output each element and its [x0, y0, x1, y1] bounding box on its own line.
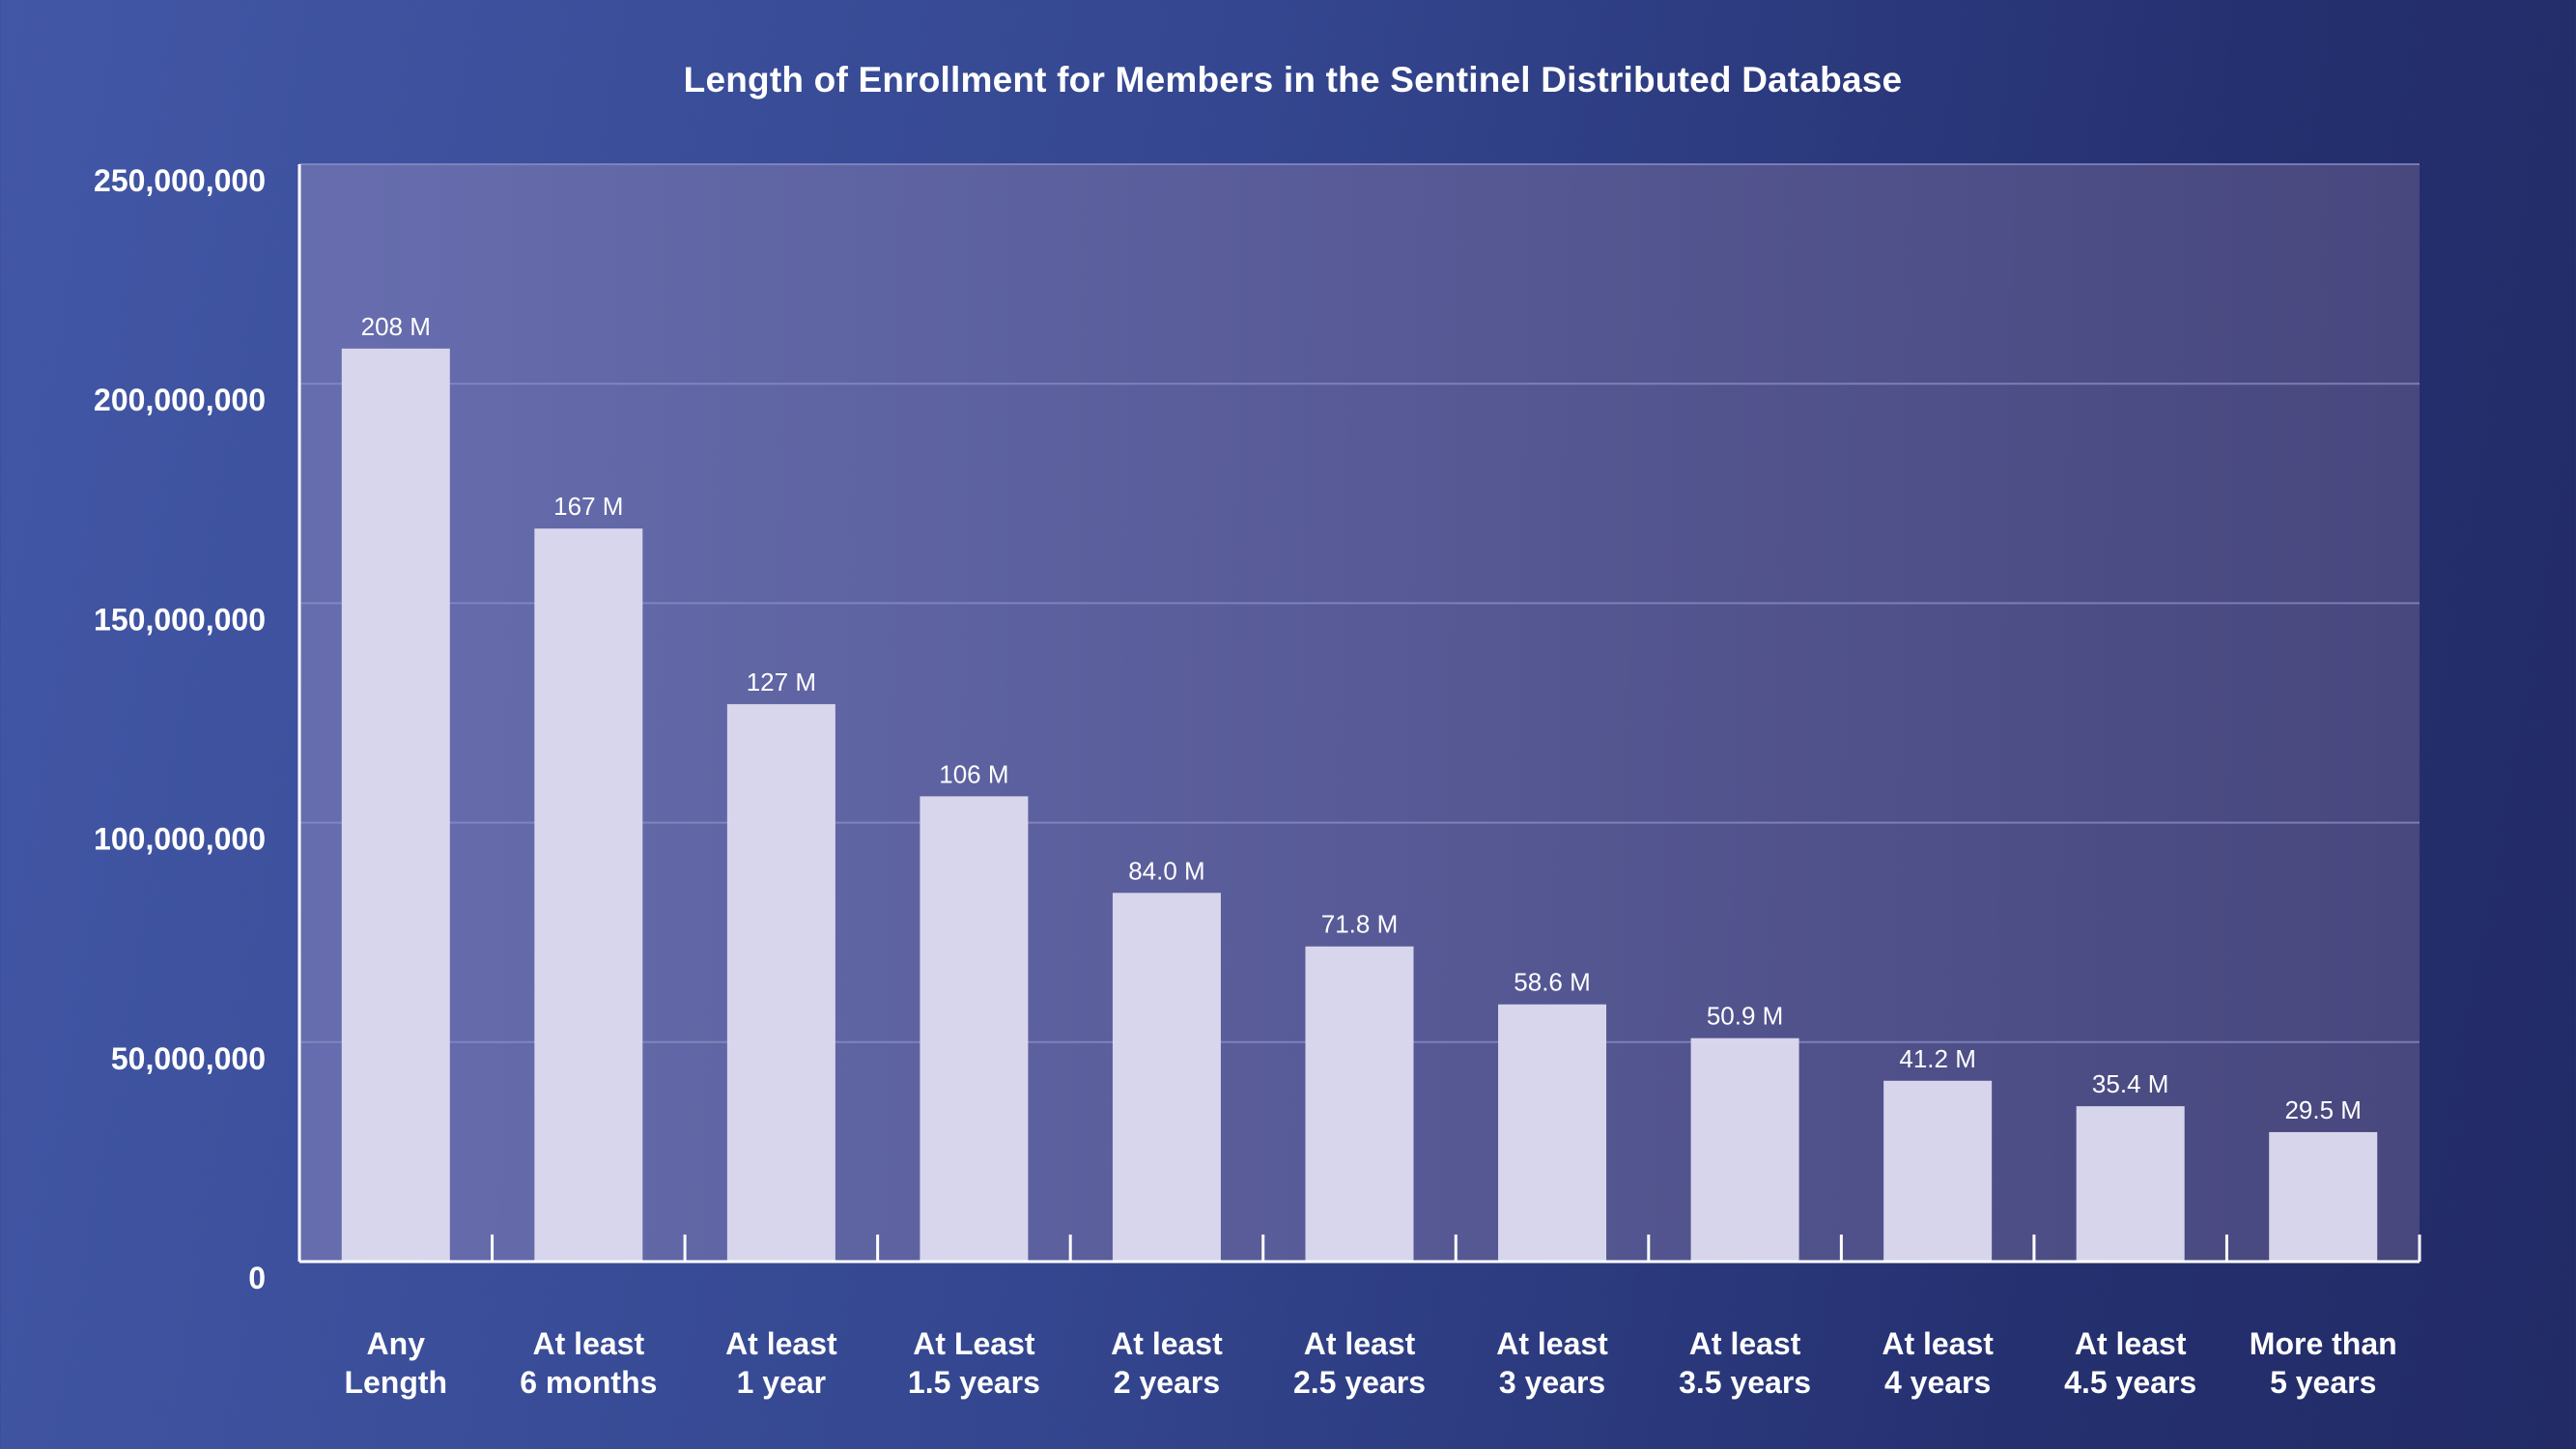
x-category-label: At least 4 years	[1882, 1326, 1994, 1400]
y-tick-label: 250,000,000	[94, 163, 266, 198]
y-tick-label: 150,000,000	[94, 602, 266, 637]
data-labels: 208 M 167 M 127 M 106 M 84.0 M 71.8 M 58.6 M 50…	[361, 312, 2362, 1124]
data-label: 35.4 M	[2092, 1069, 2169, 1098]
bar	[1112, 893, 1221, 1262]
bar	[2269, 1131, 2378, 1262]
x-category-label: At least 1 year	[725, 1326, 837, 1400]
bar	[920, 796, 1029, 1262]
data-label: 84.0 M	[1128, 856, 1205, 885]
data-label: 208 M	[361, 312, 431, 341]
data-label: 71.8 M	[1321, 910, 1399, 939]
y-tick-label: 200,000,000	[94, 383, 266, 417]
data-label: 167 M	[553, 492, 623, 521]
x-category-label: At least 3.5 years	[1679, 1326, 1811, 1400]
y-tick-label: 100,000,000	[94, 822, 266, 857]
chart-title: Length of Enrollment for Members in the …	[683, 60, 1903, 99]
bars	[341, 348, 2378, 1262]
bar	[1883, 1080, 1993, 1262]
bar	[726, 703, 835, 1262]
x-category-label: At least 6 months	[520, 1326, 657, 1400]
axes	[297, 164, 2421, 1264]
x-category-label: At least 2.5 years	[1293, 1326, 1426, 1400]
data-label: 106 M	[939, 759, 1008, 788]
data-label: 127 M	[747, 668, 816, 696]
data-label: 58.6 M	[1514, 968, 1591, 997]
bar	[2076, 1106, 2185, 1262]
bar	[341, 348, 450, 1262]
x-category-label: More than 5 years	[2250, 1326, 2397, 1400]
x-category-label: At least 3 years	[1496, 1326, 1608, 1400]
y-tick-label: 0	[248, 1261, 266, 1295]
bar	[1305, 946, 1414, 1262]
bar	[1498, 1004, 1607, 1262]
data-label: 41.2 M	[1899, 1044, 1976, 1073]
x-category-labels: Any Length At least 6 months At least 1 year A…	[344, 1326, 2396, 1400]
x-category-label: At Least 1.5 years	[908, 1326, 1040, 1400]
bar	[1690, 1037, 1799, 1262]
x-category-label: Any Length	[344, 1326, 447, 1400]
data-label: 50.9 M	[1707, 1002, 1784, 1031]
x-category-label: At least 2 years	[1111, 1326, 1223, 1400]
bar	[534, 528, 643, 1262]
y-tick-labels: 0 50,000,000 100,000,000 150,000,000 200,000…	[94, 163, 266, 1295]
x-category-label: At least 4.5 years	[2064, 1326, 2196, 1400]
y-tick-label: 50,000,000	[111, 1041, 266, 1076]
data-label: 29.5 M	[2284, 1095, 2362, 1124]
